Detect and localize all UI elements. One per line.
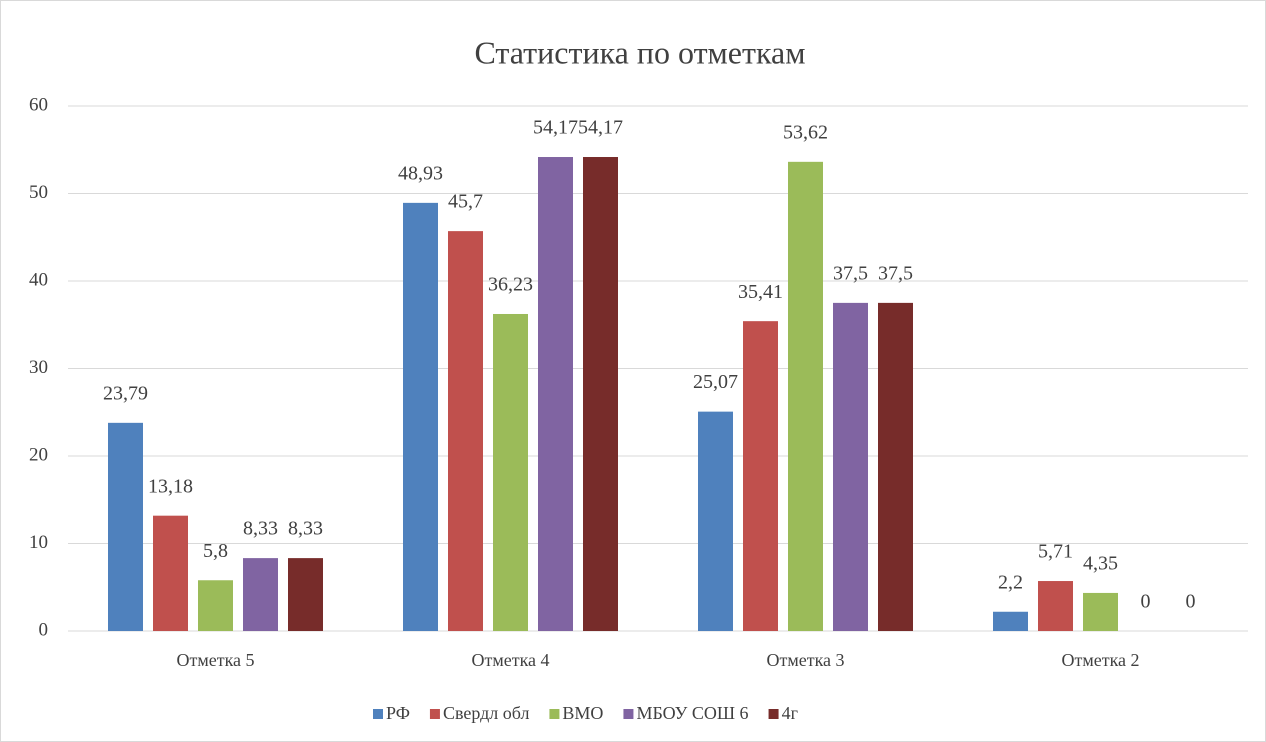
y-tick-label: 0 [39,619,49,640]
data-label: 25,07 [693,371,738,393]
x-tick-label: Отметка 5 [176,650,254,670]
data-label: 0 [1141,591,1151,613]
data-label: 23,79 [103,382,148,404]
y-tick-label: 60 [29,94,48,115]
data-label: 54,17 [578,117,623,139]
data-label: 53,62 [783,121,828,143]
legend-label: Свердл обл [443,703,530,723]
bar [1038,581,1073,631]
y-tick-label: 10 [29,532,48,553]
chart-title: Статистика по отметкам [475,34,806,70]
bar [243,558,278,631]
data-label: 8,33 [288,518,323,540]
y-tick-label: 50 [29,182,48,203]
data-label: 8,33 [243,518,278,540]
y-tick-label: 20 [29,444,48,465]
x-tick-label: Отметка 2 [1061,650,1139,670]
legend-label: ВМО [562,703,603,723]
legend-swatch [623,709,634,719]
data-label: 45,7 [448,191,483,213]
bar [1083,592,1118,631]
legend-swatch [768,709,779,719]
data-label: 48,93 [398,162,443,184]
bar [583,157,618,631]
bar [833,302,868,631]
bar [538,157,573,631]
data-label: 54,17 [533,117,578,139]
bar [698,411,733,631]
bar [493,313,528,631]
data-label: 5,71 [1038,541,1073,563]
data-label: 37,5 [878,262,913,284]
bar [153,515,188,631]
bar [878,302,913,631]
bar [403,202,438,632]
y-tick-label: 40 [29,269,48,290]
legend-label: РФ [386,703,410,723]
data-label: 0 [1186,591,1196,613]
legend-label: МБОУ СОШ 6 [636,703,748,723]
bar [108,422,143,631]
legend-label: 4г [782,703,798,723]
bar [448,231,483,631]
legend-swatch [549,709,560,719]
x-tick-label: Отметка 4 [471,650,549,670]
data-label: 13,18 [148,475,193,497]
data-label: 5,8 [203,540,228,562]
bar [743,321,778,631]
bar [198,580,233,631]
bar [993,611,1028,631]
bar [288,558,323,631]
y-tick-label: 30 [29,357,48,378]
data-label: 2,2 [998,571,1023,593]
x-tick-label: Отметка 3 [766,650,844,670]
data-label: 4,35 [1083,553,1118,575]
legend-swatch [429,709,440,719]
data-label: 37,5 [833,262,868,284]
data-label: 35,41 [738,281,783,303]
bar [788,161,823,631]
legend-swatch [373,709,383,719]
data-label: 36,23 [488,274,533,296]
